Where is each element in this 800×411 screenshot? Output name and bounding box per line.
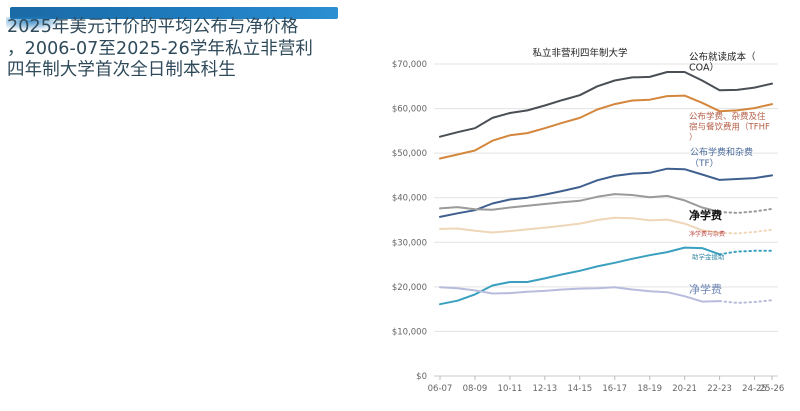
x-tick-label: 10-11 <box>498 384 523 394</box>
series-label-net-tuition-fees: 净学费与杂费 <box>689 230 725 238</box>
page-title-line-1: 2025年美元计价的平均公布与净价格 <box>7 17 299 37</box>
chart-title: 私立非营利四年制大学 <box>532 47 627 59</box>
series-label-line: 公布学费和杂费 <box>690 146 753 158</box>
x-tick-label: 12-13 <box>532 384 557 394</box>
x-tick-label: 14-15 <box>567 384 592 394</box>
series-net-tuition <box>439 286 773 304</box>
series-line-net-tuition <box>439 286 721 303</box>
y-axis: $0 $10,000 $20,000 $30,000 $40,000 $50,000 $60… <box>392 60 427 382</box>
y-tick-label: $20,000 <box>392 283 427 293</box>
series-label-line: 净学费与杂费 <box>689 230 725 238</box>
series-label-grant-aid: 助学金援助 <box>692 252 725 261</box>
series-projection-grant-aid <box>718 249 773 256</box>
x-tick-label: 16-17 <box>602 384 627 394</box>
series-label-line: 净学费 <box>689 208 722 222</box>
series-label-tf: 公布学费和杂费（TF） <box>690 146 753 169</box>
series-label-line: 公布就读成本（ <box>689 51 756 63</box>
page-title-line-2: ，2006-07至2025-26学年私立非营利 <box>7 38 314 59</box>
y-tick-label: $40,000 <box>392 194 427 204</box>
series-net-tuition-fees <box>439 216 773 235</box>
series-grant-aid <box>439 246 773 306</box>
series-line-coa <box>439 71 773 138</box>
series-label-line: 宿与餐饮费用（TFHF <box>689 122 770 133</box>
y-tick-label: $60,000 <box>392 105 427 115</box>
series-lines <box>439 71 773 306</box>
y-tick-label: $0 <box>416 372 427 382</box>
series-label-net-tfhf: 净学费 <box>689 208 722 222</box>
title-highlight-bar <box>6 7 338 31</box>
x-tick-label: 25-26 <box>760 384 785 394</box>
series-line-tf <box>439 167 773 218</box>
x-axis: 06-07 08-09 10-11 12-13 14-15 16-17 18-19 20-21… <box>428 376 785 394</box>
series-projection-net-tuition-fees <box>718 228 773 235</box>
x-tick-label: 22-23 <box>707 384 732 394</box>
series-line-grant-aid <box>439 246 721 306</box>
x-tick-label: 24-25 <box>742 384 767 394</box>
series-label-line: 助学金援助 <box>692 252 725 261</box>
y-tick-label: $30,000 <box>392 238 427 248</box>
series-label-tfhf: 公布学费、杂费及住宿与餐饮费用（TFHF） <box>689 111 770 143</box>
series-coa <box>439 71 773 138</box>
series-label-line: 净学费 <box>689 282 722 296</box>
series-net-tfhf <box>439 193 773 214</box>
series-projection-net-tuition <box>718 299 773 304</box>
series-line-net-tfhf <box>439 193 721 213</box>
series-projection-net-tfhf <box>718 207 773 214</box>
series-label-line: ） <box>689 132 698 143</box>
gridlines <box>434 63 778 377</box>
y-tick-label: $10,000 <box>392 327 427 337</box>
series-label-line: （TF） <box>690 158 719 169</box>
page-title-line-3: 四年制大学首次全日制本科生 <box>7 60 236 80</box>
x-tick-label: 06-07 <box>428 384 453 394</box>
x-tick-label: 20-21 <box>672 384 697 394</box>
x-tick-label: 08-09 <box>463 384 488 394</box>
series-label-coa: 公布就读成本（ COA） <box>689 51 756 74</box>
y-tick-label: $50,000 <box>392 149 427 159</box>
series-line-tfhf <box>439 94 773 160</box>
y-tick-label: $70,000 <box>392 60 427 70</box>
page-title: 2025年美元计价的平均公布与净价格 ，2006-07至2025-26学年私立非… <box>7 17 337 82</box>
x-tick-label: 18-19 <box>637 384 662 394</box>
series-label-net-tuition: 净学费 <box>689 282 722 296</box>
series-line-net-tuition-fees <box>439 216 721 234</box>
series-label-line: COA） <box>689 62 719 74</box>
series-tf <box>439 167 773 218</box>
series-label-line: 公布学费、杂费及住 <box>689 111 766 122</box>
series-tfhf <box>439 94 773 160</box>
series-labels: 公布就读成本（ COA） 公布学费、杂费及住宿与餐饮费用（TFHF ） 公布学费和杂费（… <box>689 51 770 296</box>
